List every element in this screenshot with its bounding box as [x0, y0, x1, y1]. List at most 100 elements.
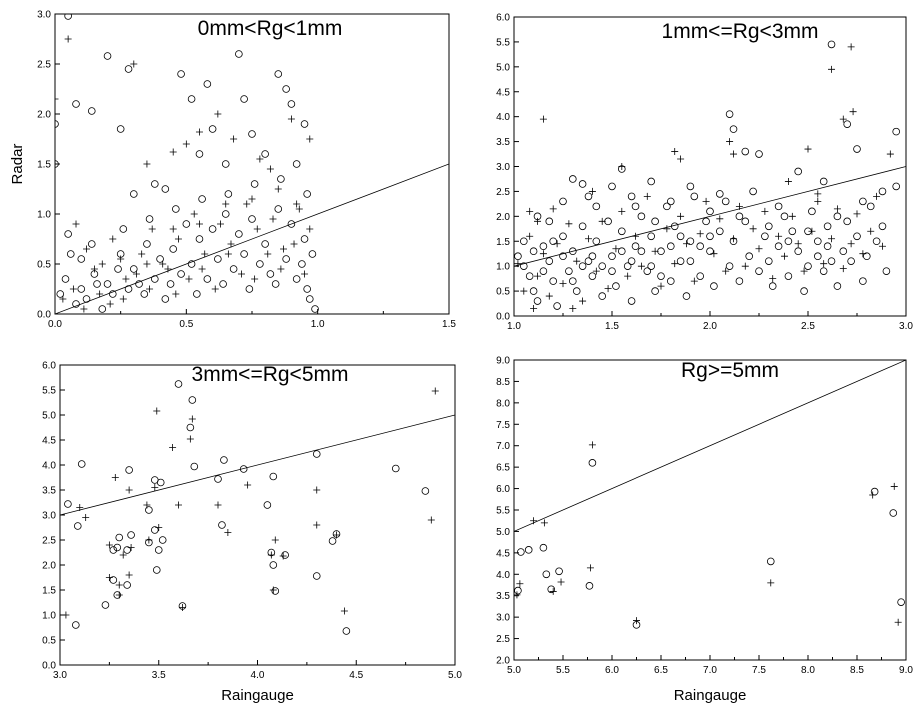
circle-point: [794, 247, 802, 256]
circle-point: [627, 192, 636, 201]
plus-point: [80, 305, 88, 313]
circle-point: [277, 175, 285, 183]
circle-point: [514, 252, 522, 261]
plus-point: [696, 230, 704, 238]
plus-point: [267, 551, 275, 559]
plus-point: [539, 250, 547, 258]
plus-point: [83, 245, 91, 253]
plus-point: [155, 524, 163, 531]
plus-point: [682, 240, 690, 248]
plus-point: [188, 415, 196, 423]
circle-point: [725, 110, 734, 118]
y-tick-label: 5.5: [496, 37, 510, 48]
circle-point: [82, 295, 91, 303]
circle-point: [218, 521, 226, 529]
x-tick-label: 4.0: [251, 670, 265, 681]
y-tick-label: 0.5: [37, 260, 51, 271]
circle-point: [666, 277, 675, 285]
circle-point: [187, 95, 196, 103]
circle-point: [235, 230, 243, 238]
circle-point: [517, 548, 525, 556]
plus-point: [313, 486, 321, 494]
y-tick-label: 4.5: [42, 436, 56, 447]
plus-point: [584, 235, 592, 243]
y-tick-label: 4.0: [42, 461, 56, 472]
plus-point: [55, 95, 59, 103]
plus-point: [82, 514, 90, 521]
circle-point: [182, 220, 191, 228]
circle-point: [608, 252, 616, 261]
circle-point: [666, 242, 675, 251]
circle-point: [676, 232, 685, 241]
circle-point: [788, 227, 797, 236]
plus-point: [109, 235, 117, 243]
plus-point: [172, 290, 180, 298]
y-tick-label: 5.0: [42, 411, 56, 422]
circle-point: [768, 282, 777, 290]
circle-point: [154, 546, 163, 554]
circle-point: [559, 252, 567, 261]
circle-point: [833, 282, 842, 290]
plus-point: [216, 220, 224, 228]
circle-point: [547, 585, 556, 594]
circle-point: [61, 275, 70, 283]
circle-point: [862, 252, 871, 261]
plus-point: [526, 207, 534, 215]
plus-point: [730, 150, 738, 158]
circle-point: [108, 290, 117, 298]
circle-point: [637, 212, 646, 221]
x-tick-label: 2.5: [801, 321, 815, 332]
plus-point: [186, 435, 194, 443]
circle-point: [187, 260, 196, 268]
plus-point: [174, 235, 182, 243]
plus-point: [516, 580, 524, 588]
y-tick-label: 0.0: [42, 661, 56, 672]
plus-point: [145, 536, 153, 544]
plus-point: [146, 285, 154, 293]
plus-point: [98, 260, 106, 268]
plus-point: [244, 481, 252, 489]
circle-point: [696, 272, 704, 280]
circle-point: [274, 70, 283, 78]
plus-point: [833, 205, 841, 213]
circle-point: [761, 232, 769, 241]
y-tick-label: 1.0: [37, 210, 51, 221]
circle-point: [64, 14, 72, 20]
circle-point: [878, 222, 887, 231]
circle-point: [690, 192, 699, 201]
circle-point: [125, 466, 133, 474]
circle-point: [764, 257, 773, 265]
circle-point: [741, 217, 750, 226]
circle-point: [749, 187, 757, 196]
circle-point: [592, 202, 601, 211]
circle-point: [287, 100, 296, 108]
plus-point: [151, 484, 159, 491]
plus-point: [119, 295, 127, 303]
circle-point: [612, 282, 620, 290]
circle-point: [715, 190, 724, 198]
circle-point: [647, 262, 655, 270]
circle-point: [774, 202, 783, 211]
circle-point: [696, 242, 704, 251]
circle-point: [214, 475, 222, 483]
circle-point: [657, 272, 665, 280]
plus-point: [214, 110, 222, 118]
plus-point: [565, 220, 573, 228]
circle-point: [303, 285, 311, 293]
plus-point: [115, 581, 123, 589]
circle-point: [77, 460, 86, 468]
circle-point: [568, 175, 577, 183]
x-tick-label: 2.0: [703, 321, 717, 332]
plus-point: [869, 491, 877, 499]
circle-point: [598, 262, 606, 270]
plus-point: [624, 272, 632, 280]
plus-point: [227, 240, 235, 248]
plus-point: [663, 225, 671, 233]
plus-point: [264, 250, 272, 258]
circle-point: [819, 267, 828, 275]
y-tick-label: 2.5: [496, 634, 510, 645]
plus-point: [761, 207, 769, 215]
circle-point: [686, 257, 695, 265]
circle-point: [608, 267, 616, 275]
plus-point: [243, 200, 251, 208]
